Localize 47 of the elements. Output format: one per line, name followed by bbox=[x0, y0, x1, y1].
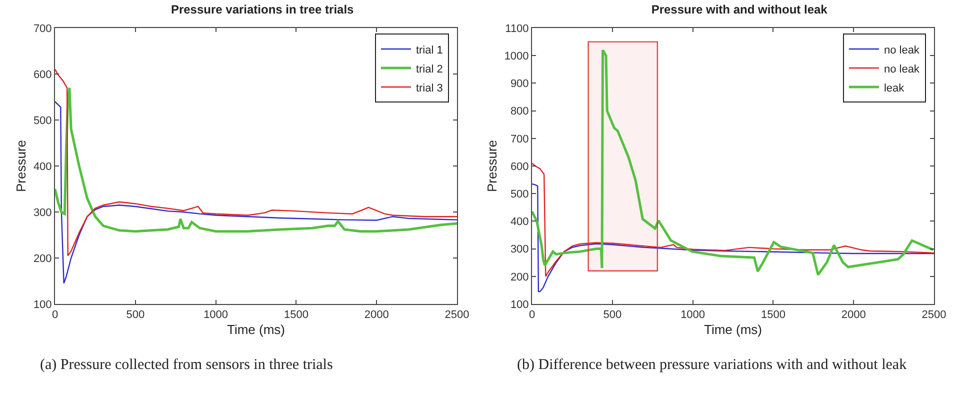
x-tick-label: 0 bbox=[528, 309, 536, 322]
y-tick-label: 200 bbox=[33, 252, 52, 265]
legend-label: trial 2 bbox=[416, 63, 443, 76]
x-tick-label: 2000 bbox=[364, 309, 389, 322]
y-tick-label: 800 bbox=[510, 106, 529, 118]
y-tick-label: 500 bbox=[510, 188, 529, 200]
y-tick-label: 600 bbox=[33, 68, 52, 81]
y-tick-label: 700 bbox=[510, 133, 529, 146]
y-tick-label: 1100 bbox=[505, 22, 529, 35]
line-series bbox=[55, 101, 457, 284]
y-tick-label: 500 bbox=[33, 114, 52, 127]
legend-label: leak bbox=[884, 82, 905, 94]
legend-label: no leak bbox=[884, 63, 920, 76]
legend-label: trial 3 bbox=[416, 82, 443, 94]
x-tick-label: 500 bbox=[126, 309, 145, 322]
x-tick-label: 1500 bbox=[284, 309, 308, 322]
line-series bbox=[532, 162, 934, 277]
y-tick-label: 400 bbox=[33, 160, 52, 173]
y-tick-label: 300 bbox=[33, 206, 52, 219]
y-axis-title: Pressure bbox=[484, 140, 500, 192]
x-tick-label: 1000 bbox=[680, 309, 706, 322]
x-tick-label: 1500 bbox=[760, 309, 786, 322]
y-axis-title: Pressure bbox=[13, 140, 28, 192]
text: (a) Pressure collected from sensors in three trials bbox=[39, 356, 334, 375]
y-tick-label: 600 bbox=[510, 160, 529, 173]
line-series bbox=[532, 183, 934, 292]
y-tick-label: 400 bbox=[510, 216, 529, 228]
x-tick-label: 500 bbox=[603, 309, 622, 322]
legend-label: trial 1 bbox=[416, 44, 443, 56]
y-tick-label: 900 bbox=[510, 78, 529, 90]
legend-label: no leak bbox=[884, 44, 920, 56]
x-tick-label: 0 bbox=[52, 309, 58, 322]
chart-title: Pressure variations in tree trials bbox=[170, 2, 354, 17]
y-tick-label: 300 bbox=[510, 244, 529, 256]
y-tick-label: 100 bbox=[510, 298, 529, 311]
chart-title: Pressure with and without leak bbox=[651, 2, 828, 17]
x-tick-label: 2500 bbox=[922, 309, 946, 322]
y-tick-label: 200 bbox=[510, 271, 529, 284]
y-tick-label: 1000 bbox=[504, 50, 529, 62]
x-axis-title: Time (ms) bbox=[704, 322, 762, 337]
text: (b) Difference between pressure variations with and without leak bbox=[516, 356, 908, 375]
y-tick-label: 700 bbox=[33, 22, 52, 35]
y-tick-label: 100 bbox=[33, 298, 52, 311]
x-tick-label: 2500 bbox=[444, 309, 470, 322]
x-tick-label: 2000 bbox=[841, 309, 866, 322]
x-axis-title: Time (ms) bbox=[226, 322, 286, 337]
x-tick-label: 1000 bbox=[204, 309, 228, 322]
